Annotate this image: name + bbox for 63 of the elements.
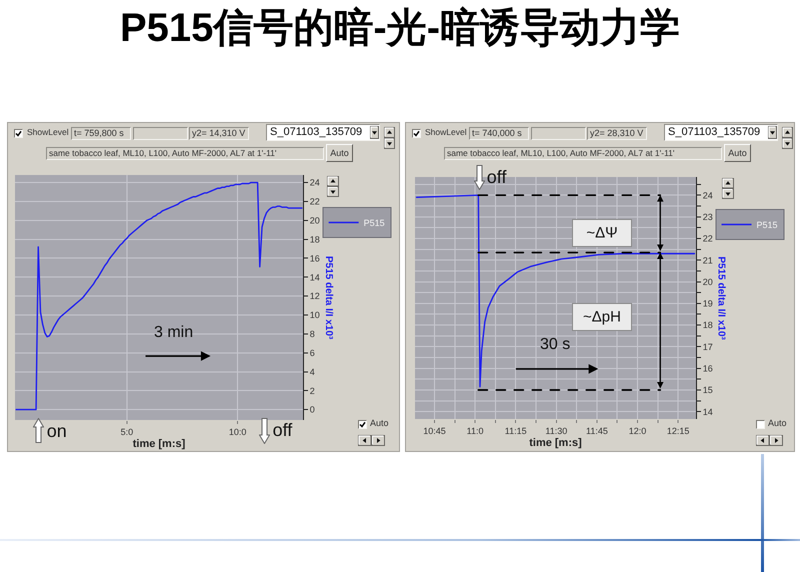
y-tick-label: 20 — [702, 276, 713, 287]
y-tick-label: 14 — [702, 406, 713, 417]
dropdown-field: S_071103_135709 — [266, 124, 380, 141]
dropdown-field: S_071103_135709 — [664, 124, 778, 141]
x-axis-title: time [m:s] — [529, 437, 582, 449]
text-field: same tobacco leaf, ML10, L100, Auto MF-2000, AL7 at 1'-11' — [46, 147, 324, 160]
text: ShowLevel — [425, 127, 467, 138]
y-tick-label: 10 — [310, 310, 320, 320]
y-tick-label: 18 — [702, 320, 713, 330]
text-field: y2= 14,310 V — [189, 127, 249, 140]
y-tick-label: 21 — [702, 255, 713, 266]
x-tick-label: 5:0 — [120, 426, 134, 437]
text: off — [272, 420, 292, 440]
y-tick-label: 19 — [702, 298, 713, 309]
y-axis-title: P515 delta I/I x10³ — [323, 256, 334, 340]
annotation: 30 s — [540, 336, 570, 353]
x-tick-label: 10:45 — [423, 426, 446, 436]
y-tick-label: 2 — [310, 386, 315, 396]
text: Auto — [768, 418, 787, 429]
y-axis-title: P515 delta I/I x10³ — [716, 256, 726, 341]
y-tick-label: 17 — [702, 342, 713, 352]
annotation: ~ΔpH — [583, 308, 621, 326]
x-tick-label: 11:15 — [504, 426, 527, 436]
y-tick-label: 24 — [310, 178, 320, 188]
x-tick-label: 11:0 — [466, 426, 484, 436]
x-tick-label: 10:0 — [228, 426, 246, 437]
x-tick-label: 11:45 — [586, 426, 608, 436]
annotation: off — [486, 167, 506, 188]
legend-label: P515 — [756, 220, 778, 230]
text: P515信号的暗-光-暗诱导动力学 — [120, 6, 680, 50]
text: ShowLevel — [27, 127, 69, 138]
text-field: y2= 28,310 V — [587, 127, 647, 140]
push-button: Auto — [724, 144, 751, 162]
x-tick-label: 12:15 — [666, 426, 690, 436]
y-tick-label: 18 — [310, 234, 320, 244]
push-button: Auto — [326, 144, 353, 162]
y-tick-label: 22 — [702, 234, 713, 244]
text: Auto — [370, 418, 389, 429]
y-tick-label: 16 — [702, 364, 713, 374]
y-tick-label: 16 — [310, 253, 320, 264]
line-series — [416, 194, 696, 388]
x-tick-label: 12:0 — [628, 426, 646, 436]
y-tick-label: 24 — [702, 190, 713, 200]
legend-label: P515 — [364, 218, 385, 228]
line-series — [15, 182, 303, 410]
y-tick-label: 15 — [702, 385, 713, 396]
y-tick-label: 8 — [310, 329, 315, 340]
annotation: ~ΔΨ — [586, 224, 618, 242]
y-tick-label: 6 — [310, 348, 315, 358]
text-field: same tobacco leaf, ML10, L100, Auto MF-2000, AL7 at 1'-11' — [444, 147, 722, 160]
x-tick-label: 11:30 — [545, 426, 568, 436]
y-tick-label: 20 — [310, 216, 320, 226]
y-tick-label: 4 — [310, 366, 315, 377]
text-field: t= 740,000 s — [469, 127, 529, 140]
y-tick-label: 0 — [310, 404, 315, 415]
y-tick-label: 23 — [702, 212, 713, 222]
y-tick-label: 14 — [310, 272, 320, 282]
text: on — [46, 421, 67, 441]
y-tick-label: 22 — [310, 196, 320, 207]
annotation: 3 min — [154, 324, 194, 341]
y-tick-label: 12 — [310, 291, 320, 302]
x-axis-title: time [m:s] — [132, 438, 186, 450]
text-field: t= 759,800 s — [71, 127, 131, 140]
